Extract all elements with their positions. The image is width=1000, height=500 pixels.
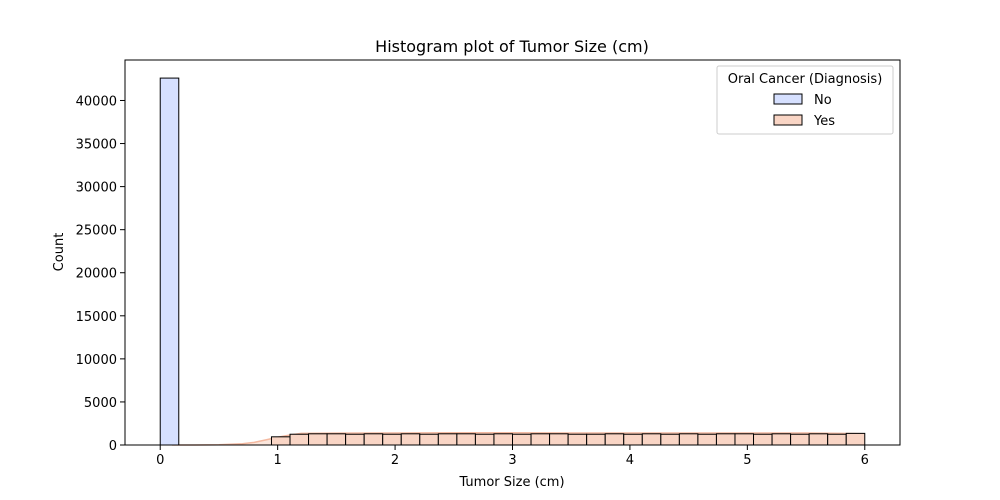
y-tick-label-30000: 30000 (76, 181, 117, 196)
bar-yes-31 (845, 432, 866, 446)
x-tick-label-4: 4 (626, 453, 634, 468)
legend: Oral Cancer (Diagnosis) No Yes (716, 65, 894, 135)
x-tick-label-2: 2 (391, 453, 399, 468)
bar-yes-9 (437, 433, 458, 446)
bar-yes-10 (456, 433, 476, 446)
bar-yes-12 (493, 433, 513, 446)
bar-yes-11 (474, 433, 495, 446)
y-axis: 0 5000 10000 15000 20000 25000 30000 35000 40000 (76, 94, 125, 454)
y-axis-label: Count (52, 233, 67, 272)
y-tick-label-35000: 35000 (76, 138, 117, 153)
bar-yes-5 (363, 433, 384, 446)
y-tick-label-25000: 25000 (76, 224, 117, 239)
x-tick-label-5: 5 (743, 453, 751, 468)
x-tick-label-6: 6 (861, 453, 869, 468)
bar-yes-16 (567, 433, 588, 446)
x-axis: 0 1 2 3 4 5 6 (156, 445, 869, 468)
x-axis-label: Tumor Size (cm) (458, 475, 564, 490)
bar-yes-26 (753, 433, 773, 446)
y-tick-label-5000: 5000 (84, 396, 117, 411)
bar-yes-23 (697, 433, 717, 446)
bar-yes-3 (326, 433, 347, 446)
bar-yes-22 (678, 433, 699, 446)
bar-yes-13 (512, 433, 532, 446)
x-tick-label-0: 0 (156, 453, 164, 468)
bar-yes-21 (660, 433, 680, 446)
legend-label-no: No (814, 93, 832, 108)
legend-swatch-no (773, 93, 803, 105)
y-tick-label-0: 0 (109, 439, 117, 454)
y-tick-label-40000: 40000 (76, 94, 117, 109)
bar-yes-6 (382, 433, 402, 446)
bar-yes-8 (419, 433, 439, 446)
x-tick-label-3: 3 (508, 453, 516, 468)
bar-yes-1 (289, 433, 310, 446)
legend-swatch-yes (773, 114, 803, 126)
legend-title: Oral Cancer (Diagnosis) (728, 72, 883, 87)
bar-yes-19 (623, 433, 643, 446)
legend-frame (716, 65, 894, 135)
bar-yes-29 (808, 433, 829, 446)
bar-yes-30 (827, 433, 847, 446)
bar-yes-4 (345, 433, 365, 446)
y-tick-label-10000: 10000 (76, 353, 117, 368)
bar-yes-7 (400, 433, 421, 446)
bar-yes-18 (604, 433, 625, 446)
legend-label-yes: Yes (813, 114, 835, 129)
bar-no-0 (159, 77, 180, 446)
bar-yes-25 (734, 433, 755, 446)
bar-yes-0 (270, 436, 291, 446)
bar-yes-14 (530, 433, 551, 446)
bar-yes-15 (549, 433, 569, 446)
bar-yes-27 (771, 433, 792, 446)
x-tick-label-1: 1 (274, 453, 282, 468)
bar-yes-17 (586, 433, 606, 446)
y-tick-label-20000: 20000 (76, 267, 117, 282)
y-tick-label-15000: 15000 (76, 310, 117, 325)
bar-yes-2 (308, 433, 328, 446)
bar-yes-24 (715, 433, 736, 446)
chart-title: Histogram plot of Tumor Size (cm) (375, 37, 649, 56)
bar-yes-28 (790, 433, 810, 446)
kde-line-yes (171, 432, 865, 446)
bar-yes-20 (641, 433, 662, 446)
